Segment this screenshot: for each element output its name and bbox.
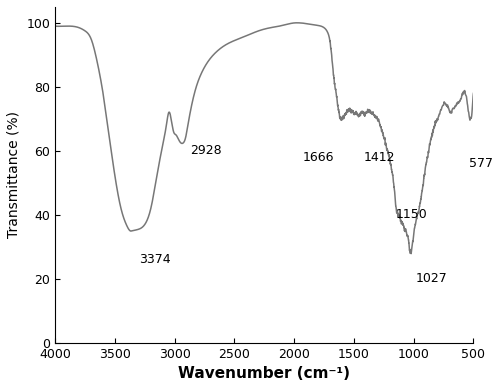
Text: 577: 577: [468, 157, 492, 170]
Y-axis label: Transmittance (%): Transmittance (%): [7, 111, 21, 238]
Text: 1666: 1666: [302, 151, 334, 164]
Text: 1027: 1027: [416, 272, 448, 285]
Text: 2928: 2928: [190, 144, 222, 158]
Text: 1412: 1412: [364, 151, 395, 164]
Text: 1150: 1150: [395, 208, 427, 222]
Text: 3374: 3374: [139, 253, 170, 266]
X-axis label: Wavenumber (cm⁻¹): Wavenumber (cm⁻¹): [178, 366, 350, 381]
